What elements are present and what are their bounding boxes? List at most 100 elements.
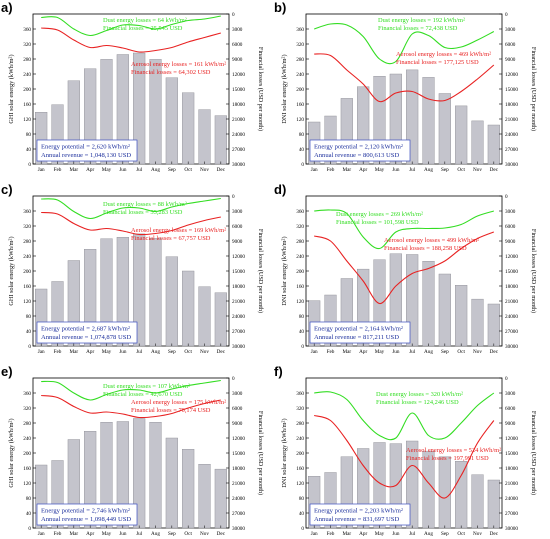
left-tick-label: 0 — [301, 526, 304, 532]
x-tick-label: Nov — [200, 349, 209, 355]
energy-potential-text: Energy potential = 2,164 kWh/m2 — [314, 325, 403, 333]
x-tick-label: Aug — [151, 531, 160, 537]
plot-frame — [305, 13, 503, 165]
plot-frame — [32, 377, 230, 529]
x-tick-label: Feb — [54, 349, 62, 355]
left-tick-label: 40 — [26, 147, 32, 153]
bar-aug — [422, 77, 435, 165]
left-tick-label: 320 — [23, 406, 31, 412]
annual-revenue-text: Annual revenue = 1,074,878 USD — [41, 334, 131, 341]
aerosol-financial-text: Financial losses = 177,125 USD — [396, 59, 479, 66]
right-tick-label: 9000 — [232, 239, 243, 245]
x-tick-label: Jul — [136, 167, 143, 173]
summary-box — [36, 321, 138, 344]
annual-revenue-text: Annual revenue = 1,098,449 USD — [41, 516, 131, 523]
left-tick-label: 320 — [296, 406, 304, 412]
energy-potential-text: Energy potential = 2,203 kWh/m2 — [314, 507, 403, 515]
dust-financial-text: Financial losses = 35,283 USD — [103, 209, 183, 216]
bar-dec — [487, 303, 500, 347]
right-tick-label: 3000 — [505, 391, 516, 397]
bar-nov — [198, 109, 211, 165]
x-tick-label: May — [102, 531, 112, 537]
x-tick-label: Dec — [490, 531, 499, 537]
aerosol-energy-text: Aerosol energy losses = 524 kWh/m2 — [406, 446, 501, 454]
bar-aug — [422, 450, 435, 529]
dust-loss-line — [41, 197, 221, 220]
left-tick-label: 360 — [296, 209, 304, 215]
right-tick-label: 15000 — [232, 269, 245, 275]
x-tick-label: Jul — [136, 349, 143, 355]
energy-potential-text: Energy potential = 2,746 kWh/m2 — [41, 507, 130, 515]
left-tick-label: 200 — [296, 451, 304, 457]
x-tick-label: Jul — [409, 531, 416, 537]
left-tick-label: 80 — [299, 496, 305, 502]
plot-frame — [32, 13, 230, 165]
left-tick-label: 320 — [296, 42, 304, 48]
x-tick-label: Mar — [70, 349, 79, 355]
chart-panel-a: 0 40 80 120 160 200 240 280 320 360 0 3000 6000 9000 1… — [1, 0, 264, 173]
right-tick-label: 15000 — [505, 269, 518, 275]
bar-oct — [182, 92, 195, 165]
right-tick-label: 0 — [232, 376, 235, 382]
x-tick-label: Oct — [457, 531, 465, 537]
dust-loss-line — [314, 209, 494, 250]
bar-oct — [455, 285, 468, 347]
x-tick-label: Oct — [457, 349, 465, 355]
right-tick-label: 27000 — [232, 329, 245, 335]
bar-nov — [471, 474, 484, 529]
y2-axis-label: Financial losses (USD per month) — [530, 411, 537, 495]
y-axis-label: GHI solar energy (kWh/m2) — [7, 54, 15, 123]
right-tick-label: 24000 — [505, 496, 518, 502]
aerosol-loss-line — [314, 53, 495, 103]
left-tick-label: 80 — [299, 132, 305, 138]
left-tick-label: 120 — [296, 299, 304, 305]
x-tick-label: May — [375, 349, 385, 355]
left-tick-label: 160 — [296, 102, 304, 108]
panel-label: e) — [1, 364, 13, 379]
x-tick-label: Jan — [38, 349, 45, 355]
x-tick-label: Jul — [409, 349, 416, 355]
left-tick-label: 120 — [23, 117, 31, 123]
x-tick-label: Dec — [490, 349, 499, 355]
x-tick-label: Jan — [311, 167, 318, 173]
right-tick-label: 3000 — [505, 27, 516, 33]
dust-energy-text: Dust energy losses = 320 kWh/m2 — [376, 390, 463, 398]
right-tick-label: 6000 — [505, 42, 516, 48]
bar-dec — [214, 115, 227, 165]
dust-energy-text: Dust energy losses = 88 kWh/m2 — [103, 200, 187, 208]
y-axis-label: GHI solar energy (kWh/m2) — [7, 418, 15, 487]
x-tick-label: Aug — [151, 349, 160, 355]
x-tick-label: Feb — [327, 349, 335, 355]
right-tick-label: 12000 — [232, 436, 245, 442]
dust-loss-line — [41, 15, 221, 37]
right-tick-label: 30000 — [232, 526, 245, 532]
left-tick-label: 200 — [296, 269, 304, 275]
left-tick-label: 80 — [26, 132, 32, 138]
summary-box — [309, 139, 411, 162]
x-tick-label: Jun — [119, 531, 127, 537]
left-tick-label: 40 — [299, 511, 305, 517]
x-tick-label: Jun — [119, 167, 127, 173]
x-tick-label: Apr — [86, 167, 94, 173]
right-tick-label: 15000 — [232, 87, 245, 93]
x-tick-label: Mar — [70, 531, 79, 537]
x-tick-label: May — [375, 531, 385, 537]
right-tick-label: 24000 — [505, 132, 518, 138]
bar-oct — [182, 449, 195, 529]
dust-loss-line — [313, 22, 495, 65]
plot-frame — [32, 195, 230, 347]
left-tick-label: 80 — [299, 314, 305, 320]
right-tick-label: 12000 — [232, 254, 245, 260]
x-tick-label: Nov — [200, 531, 209, 537]
dust-loss-line — [41, 379, 221, 401]
x-tick-label: Sep — [441, 531, 449, 537]
x-tick-label: Aug — [424, 167, 433, 173]
y2-axis-label: Financial losses (USD per month) — [530, 47, 537, 131]
bar-sep — [438, 273, 451, 347]
x-tick-label: Oct — [457, 167, 465, 173]
x-tick-label: Oct — [184, 349, 192, 355]
dust-loss-line — [314, 391, 495, 441]
chart-panel-d: 0 40 80 120 160 200 240 280 320 360 0 3000 6000 9000 1… — [274, 182, 537, 355]
left-tick-label: 160 — [296, 466, 304, 472]
